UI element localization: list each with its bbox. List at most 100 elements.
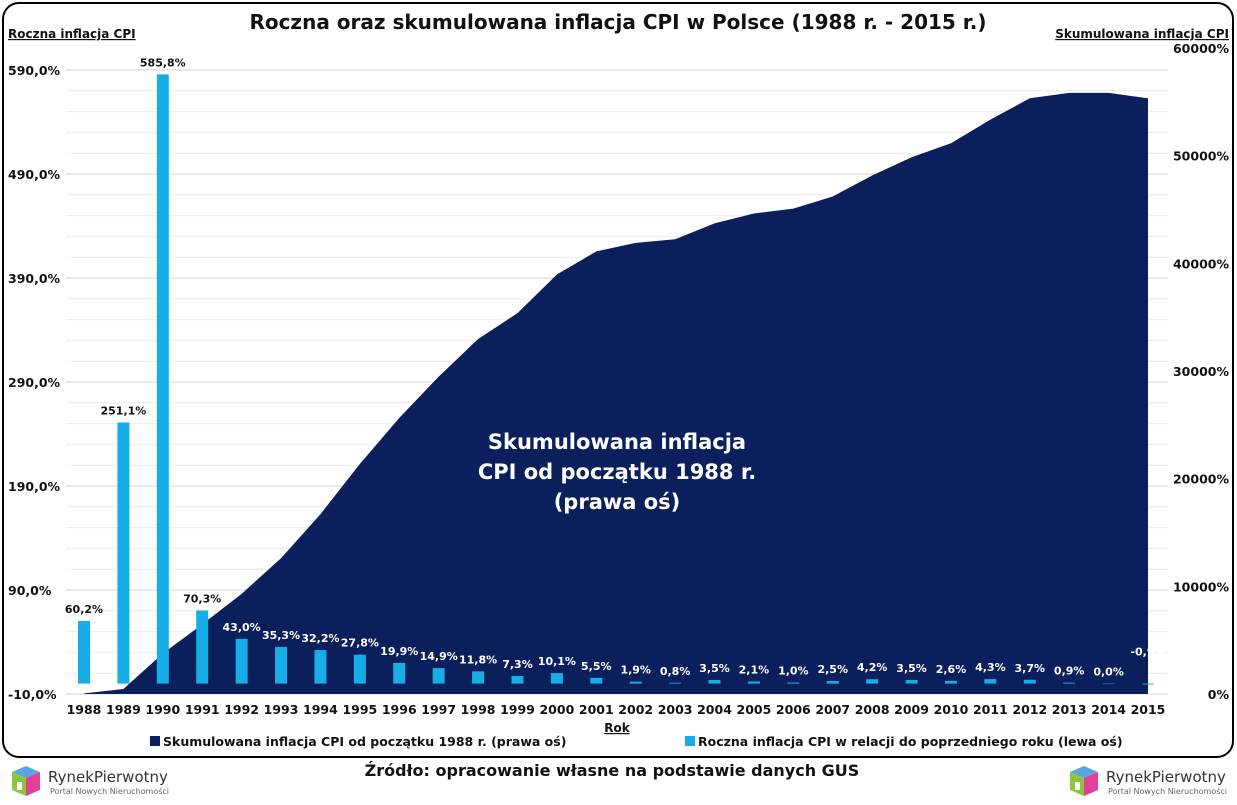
- logo-tagline: Portal Nowych Nieruchomości: [50, 786, 169, 796]
- bar-value-label: 27,8%: [341, 637, 379, 650]
- x-tick-label: 2010: [934, 702, 969, 717]
- left-tick-label: 590,0%: [8, 63, 61, 78]
- bar-value-label: 19,9%: [380, 645, 418, 658]
- x-tick-label: 1989: [106, 702, 141, 717]
- legend-swatch-annual: [685, 736, 695, 746]
- bar-1989: [117, 422, 130, 684]
- bar-value-label: 2,5%: [817, 663, 848, 676]
- right-tick-label: 60000%: [1173, 41, 1229, 56]
- x-axis-label: Rok: [604, 721, 630, 735]
- bar-2009: [905, 679, 918, 684]
- x-tick-label: 2008: [855, 702, 890, 717]
- left-tick-label: 390,0%: [8, 271, 61, 286]
- bar-value-label: 0,0%: [1093, 666, 1124, 679]
- right-tick-label: 40000%: [1173, 256, 1229, 271]
- x-tick-label: 1994: [303, 702, 338, 717]
- bar-value-label: 14,9%: [420, 650, 458, 663]
- bar-value-label: -0,9%: [1130, 646, 1165, 659]
- x-tick-label: 1997: [421, 702, 456, 717]
- bar-2015: [1142, 683, 1154, 685]
- area-annotation-line-1: Skumulowana inflacja: [488, 430, 746, 454]
- bar-value-label: 2,6%: [936, 663, 967, 676]
- bar-value-label: 35,3%: [262, 629, 300, 642]
- bar-2010: [944, 680, 957, 684]
- bar-2007: [826, 681, 839, 684]
- x-tick-label: 1992: [224, 702, 259, 717]
- bar-value-label: 251,1%: [100, 404, 146, 417]
- right-tick-label: 30000%: [1173, 364, 1229, 379]
- x-tick-label: 2007: [815, 702, 850, 717]
- bar-value-label: 2,1%: [739, 663, 770, 676]
- x-tick-label: 1990: [145, 702, 180, 717]
- x-tick-label: 1998: [461, 702, 496, 717]
- x-tick-label: 2012: [1012, 702, 1047, 717]
- x-tick-label: 2000: [539, 702, 574, 717]
- x-tick-label: 2004: [697, 702, 732, 717]
- logo-left: RynekPierwotny Portal Nowych Nieruchomoś…: [12, 766, 169, 796]
- bar-1999: [511, 676, 524, 684]
- logo-tagline: Portal Nowych Nieruchomości: [1108, 786, 1227, 796]
- bar-2012: [1023, 679, 1036, 684]
- bar-value-label: 3,7%: [1015, 662, 1046, 675]
- logo-right: RynekPierwotny Portal Nowych Nieruchomoś…: [1070, 766, 1227, 796]
- x-tick-label: 1988: [67, 702, 102, 717]
- bar-2004: [708, 679, 721, 684]
- bar-2006: [787, 682, 800, 684]
- bar-value-label: 70,3%: [183, 592, 221, 605]
- x-tick-label: 2002: [618, 702, 653, 717]
- bar-value-label: 0,9%: [1054, 665, 1085, 678]
- x-tick-label: 2015: [1131, 702, 1166, 717]
- bar-value-label: 32,2%: [301, 632, 339, 645]
- right-tick-label: 0%: [1208, 687, 1230, 702]
- logo-name: RynekPierwotny: [1106, 768, 1226, 786]
- bar-value-label: 3,5%: [699, 662, 730, 675]
- x-tick-label: 2013: [1052, 702, 1087, 717]
- bar-value-label: 1,9%: [620, 664, 651, 677]
- bar-2011: [984, 679, 997, 684]
- x-tick-label: 2014: [1091, 702, 1126, 717]
- bar-value-label: 4,2%: [857, 661, 888, 674]
- left-tick-label: 490,0%: [8, 167, 61, 182]
- legend-swatch-cumulative: [150, 736, 160, 746]
- bar-2001: [590, 677, 603, 684]
- bar-value-label: 10,1%: [538, 655, 576, 668]
- house-cube-icon: [12, 766, 40, 796]
- right-tick-label: 20000%: [1173, 472, 1229, 487]
- bars: [78, 74, 1154, 685]
- x-tick-label: 1996: [382, 702, 417, 717]
- right-tick-label: 50000%: [1173, 149, 1229, 164]
- x-tick-label: 2006: [776, 702, 811, 717]
- bar-value-label: 3,5%: [896, 662, 927, 675]
- bar-1991: [196, 610, 209, 684]
- x-tick-label: 2003: [658, 702, 693, 717]
- bar-value-label: 11,8%: [459, 653, 497, 666]
- bar-value-label: 4,3%: [975, 661, 1006, 674]
- x-tick-label: 2009: [894, 702, 929, 717]
- source-note: Źródło: opracowanie własne na podstawie …: [365, 761, 860, 780]
- legend-label-annual: Roczna inflacja CPI w relacji do poprzed…: [698, 734, 1123, 749]
- house-cube-icon: [1070, 766, 1098, 796]
- left-tick-label: -10,0%: [8, 687, 57, 702]
- x-tick-label: 1995: [342, 702, 377, 717]
- left-axis-ticks: -10,0% 90,0% 190,0% 290,0% 390,0% 490,0% 590,0…: [8, 63, 61, 702]
- bar-1995: [353, 654, 366, 684]
- area-annotation-line-2: CPI od początku 1988 r.: [478, 460, 756, 484]
- logo-name: RynekPierwotny: [48, 768, 168, 786]
- bar-1997: [432, 668, 445, 684]
- left-tick-label: 290,0%: [8, 375, 61, 390]
- x-tick-label: 1991: [185, 702, 220, 717]
- chart-title: Roczna oraz skumulowana inflacja CPI w P…: [249, 10, 986, 34]
- bar-1998: [472, 671, 485, 684]
- bar-value-label: 7,3%: [502, 658, 533, 671]
- bar-value-label: 0,8%: [660, 665, 691, 678]
- bar-value-label: 43,0%: [223, 621, 261, 634]
- bar-1990: [156, 74, 169, 684]
- bar-1993: [275, 646, 288, 684]
- bar-2000: [550, 673, 563, 684]
- bar-2014: [1102, 683, 1115, 685]
- bar-2002: [629, 681, 642, 684]
- area-annotation-line-3: (prawa oś): [554, 490, 681, 514]
- bar-labels: 60,2% 251,1% 585,8% 70,3% 43,0%35,3% 32,2% 27,…: [65, 56, 1166, 678]
- x-tick-label: 2001: [579, 702, 614, 717]
- left-tick-label: 190,0%: [8, 479, 61, 494]
